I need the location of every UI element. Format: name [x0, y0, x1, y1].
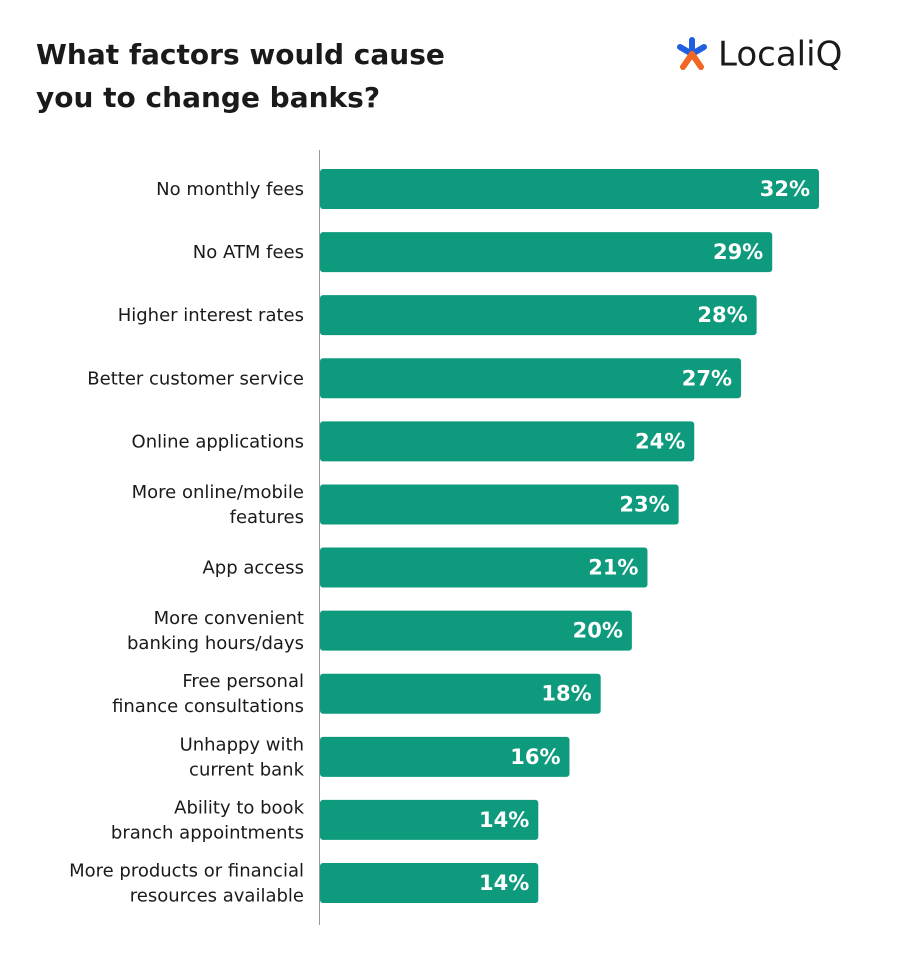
chart-title: you to change banks? — [36, 81, 380, 114]
value-label: 32% — [760, 177, 810, 201]
category-label: No ATM fees — [193, 242, 304, 263]
value-label: 28% — [697, 303, 747, 327]
category-label: finance consultations — [112, 696, 304, 717]
value-label: 23% — [619, 492, 669, 516]
bar — [320, 232, 773, 273]
value-label: 14% — [479, 808, 529, 832]
value-label: 18% — [541, 682, 591, 706]
logo-text: LocaliQ — [718, 35, 842, 75]
bar — [320, 863, 539, 903]
bar — [320, 421, 695, 462]
bar — [320, 610, 632, 651]
category-label: resources available — [130, 886, 304, 907]
bar — [320, 736, 570, 777]
category-label: More convenient — [154, 608, 304, 629]
category-label: features — [230, 507, 304, 528]
category-label: More products or financial — [69, 861, 304, 882]
bar — [320, 547, 648, 588]
category-label: App access — [202, 558, 304, 579]
category-label: Free personal — [182, 671, 304, 692]
category-label: More online/mobile — [132, 482, 304, 503]
value-label: 27% — [682, 366, 732, 390]
bar — [320, 295, 757, 336]
value-label: 21% — [588, 556, 638, 580]
bar — [320, 358, 742, 399]
category-label: branch appointments — [111, 822, 304, 843]
value-label: 20% — [573, 619, 623, 643]
category-label: current bank — [189, 759, 305, 780]
chart-title: What factors would cause — [36, 38, 445, 71]
value-label: 29% — [713, 240, 763, 264]
bar — [320, 673, 601, 714]
category-label: Ability to book — [174, 797, 304, 818]
logo-icon — [677, 37, 707, 70]
bar — [320, 484, 679, 525]
category-label: Unhappy with — [180, 734, 304, 755]
category-label: No monthly fees — [156, 179, 304, 200]
logo-stroke — [689, 51, 704, 70]
value-label: 16% — [510, 745, 560, 769]
bar — [320, 169, 819, 209]
category-label: Online applications — [132, 431, 304, 452]
category-label: Better customer service — [87, 368, 304, 389]
value-label: 14% — [479, 871, 529, 895]
bar — [320, 799, 539, 840]
category-label: Higher interest rates — [118, 305, 304, 326]
category-label: banking hours/days — [127, 633, 304, 654]
value-label: 24% — [635, 429, 685, 453]
